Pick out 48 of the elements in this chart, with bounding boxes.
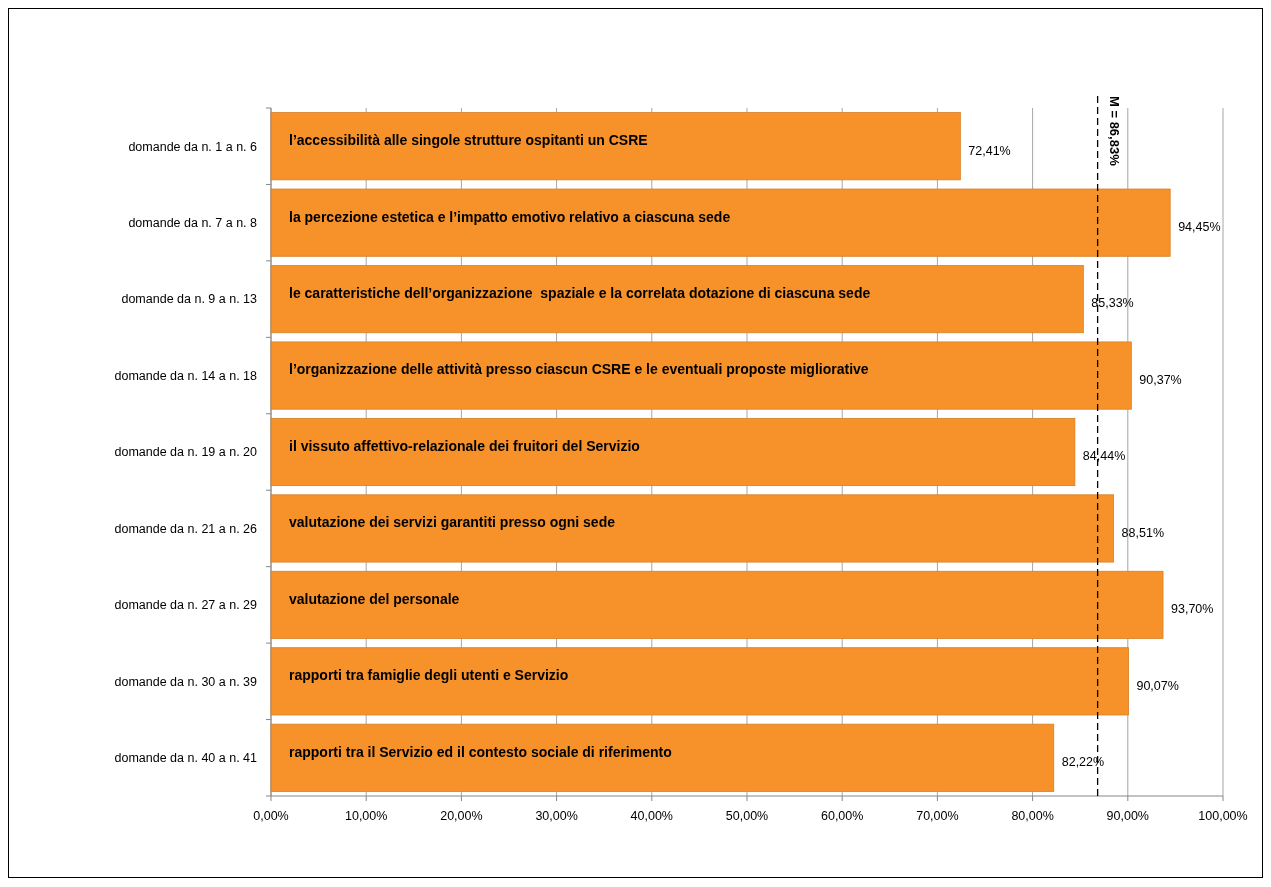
y-tick-label: domande da n. 14 a n. 18 xyxy=(114,368,258,383)
annotation: la percezione estetica e l’impatto emotivo relativo a ciascuna sede xyxy=(289,208,731,225)
y-tick-label: domande da n. 9 a n. 13 xyxy=(121,292,258,307)
annotation: le caratteristiche dell’organizzazione spaziale e la correlata dotazione di ciascuna sede xyxy=(289,285,871,302)
data-label: 94,45% xyxy=(1178,220,1221,235)
y-tick-label: domande da n. 19 a n. 20 xyxy=(114,445,258,460)
annotation: l’accessibilità alle singole strutture ospitanti un CSRE xyxy=(289,132,648,149)
data-label: 72,41% xyxy=(968,143,1011,158)
bar xyxy=(270,112,961,181)
annotation: valutazione del personale xyxy=(289,590,460,607)
annotation: l’organizzazione delle attività presso ciascun CSRE e le eventuali proposte migliorative xyxy=(289,361,869,378)
bar xyxy=(270,188,1171,257)
x-tick-label: 80,00% xyxy=(1011,809,1054,823)
y-tick-label: domande da n. 21 a n. 26 xyxy=(114,521,258,536)
x-tick-label: 0,00% xyxy=(253,809,289,823)
x-tick-label: 100,00% xyxy=(1198,809,1248,823)
bar xyxy=(270,723,1055,792)
data-label: 82,22% xyxy=(1061,755,1105,770)
data-label: 88,51% xyxy=(1121,525,1165,540)
y-tick-label: domande da n. 7 a n. 8 xyxy=(128,216,258,231)
x-tick-label: 20,00% xyxy=(440,809,483,823)
y-tick-label: domande da n. 40 a n. 41 xyxy=(114,751,258,766)
annotation: rapporti tra il Servizio ed il contesto sociale di riferimento xyxy=(289,743,672,760)
data-label: 84,44% xyxy=(1082,449,1126,464)
bar xyxy=(270,417,1076,487)
bar xyxy=(270,265,1084,334)
x-tick-label: 60,00% xyxy=(821,809,864,823)
x-tick-label: 40,00% xyxy=(630,809,673,823)
data-label: 90,37% xyxy=(1139,372,1182,387)
x-tick-label: 50,00% xyxy=(725,809,769,823)
x-tick-label: 90,00% xyxy=(1106,809,1149,823)
data-label: 93,70% xyxy=(1171,602,1214,617)
bar xyxy=(270,570,1164,639)
x-tick-label: 10,00% xyxy=(345,809,388,823)
x-tick-label: 70,00% xyxy=(916,809,959,823)
annotation: valutazione dei servizi garantiti presso ogni sede xyxy=(289,514,616,531)
ref-line-label: M = 86,83% xyxy=(1106,96,1122,167)
data-label: 85,33% xyxy=(1091,296,1134,311)
y-tick-label: domande da n. 1 a n. 6 xyxy=(128,139,258,154)
annotation: il vissuto affettivo-relazionale dei fruitori del Servizio xyxy=(289,437,640,454)
x-tick-label: 30,00% xyxy=(535,809,578,823)
annotation: rapporti tra famiglie degli utenti e Servizio xyxy=(289,667,569,684)
data-label: 90,07% xyxy=(1136,678,1179,693)
bar xyxy=(270,341,1132,410)
y-tick-label: domande da n. 27 a n. 29 xyxy=(114,598,258,613)
bar xyxy=(270,647,1129,716)
y-tick-label: domande da n. 30 a n. 39 xyxy=(114,674,258,689)
bar xyxy=(270,494,1115,563)
